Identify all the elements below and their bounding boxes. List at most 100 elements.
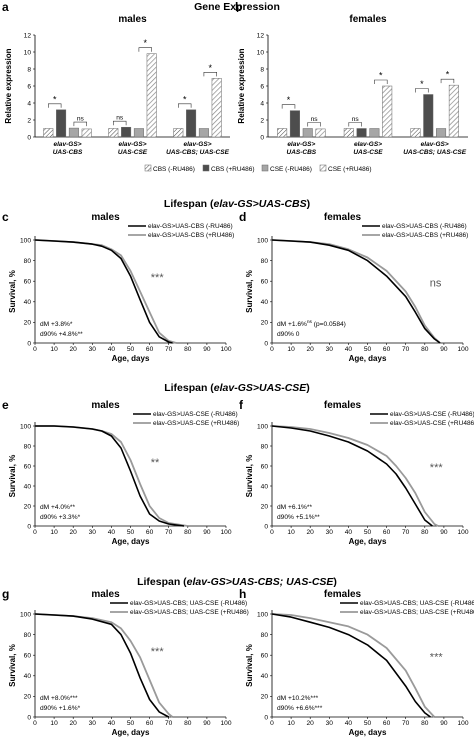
lifespan-section-title-cbs: Lifespan (elav-GS>UAS-CBS)	[164, 198, 310, 210]
x-axis-label: Age, days	[349, 354, 387, 363]
group-label-line2: UAS-CBS; UAS-CSE	[166, 149, 230, 156]
y-tick-label: 0	[264, 714, 268, 721]
legend-swatch	[144, 164, 152, 172]
x-tick-label: 50	[127, 346, 135, 353]
y-tick-label: 20	[24, 320, 32, 327]
x-tick-label: 10	[50, 720, 58, 727]
bar	[382, 85, 393, 138]
panel-title: females	[324, 589, 362, 600]
y-tick-label: 80	[24, 258, 32, 265]
gene-expression-title: Gene Expression	[194, 1, 280, 13]
y-tick-label: 60	[261, 463, 269, 470]
bar	[198, 128, 209, 138]
x-tick-label: 90	[203, 529, 211, 536]
max-lifespan-note: d90% +1.6%*	[40, 705, 81, 712]
significance-label: ns	[311, 116, 319, 123]
x-tick-label: 0	[270, 529, 274, 536]
significance-marker: ***	[151, 272, 165, 284]
y-tick-label: 12	[24, 32, 32, 39]
legend-label-minus: elav-GS>UAS-CBS; UAS-CSE (-RU486)	[130, 600, 247, 607]
max-lifespan-note: d90% +5.1%**	[277, 514, 320, 521]
y-tick-label: 0	[27, 523, 31, 530]
x-tick-label: 70	[165, 529, 173, 536]
y-tick-label: 40	[261, 299, 269, 306]
panel-label: c	[2, 210, 9, 224]
y-tick-label: 100	[20, 237, 31, 244]
y-axis-label: Relative expression	[237, 48, 246, 123]
legend-label: CBS (-RU486)	[153, 166, 195, 173]
y-tick-label: 6	[260, 83, 264, 90]
survival-curve-minus-ru486	[271, 425, 433, 527]
group-label-line1: elav-GS>	[53, 141, 81, 148]
legend-label-plus: elav-GS>UAS-CSE (+RU486)	[390, 420, 474, 427]
expression-panel-females: b females Relative expression 0 2 4 6 8 10 12 * ns e…	[235, 0, 468, 156]
y-axis-label: Survival, %	[8, 455, 17, 498]
survival-curve-minus-ru486	[34, 613, 170, 718]
x-tick-label: 20	[307, 720, 315, 727]
significance-bracket	[203, 72, 217, 77]
legend-label-plus: elav-GS>UAS-CSE (+RU486)	[153, 420, 239, 427]
x-tick-label: 40	[108, 346, 116, 353]
y-axis-label: Survival, %	[245, 455, 254, 498]
x-tick-label: 70	[402, 346, 410, 353]
significance-marker: ***	[430, 651, 444, 663]
y-tick-label: 100	[20, 611, 31, 618]
x-tick-label: 40	[345, 529, 353, 536]
y-tick-label: 60	[261, 279, 269, 286]
y-tick-label: 0	[27, 340, 31, 347]
group-label-line2: UAS-CSE	[118, 149, 148, 156]
y-tick-label: 0	[27, 134, 31, 141]
bar	[133, 128, 144, 138]
title-genotype: elav-GS>UAS-CBS; UAS-CSE	[187, 576, 335, 588]
survival-curve-plus-ru486	[35, 425, 188, 527]
significance-bracket	[415, 88, 429, 93]
x-axis-label: Age, days	[112, 537, 150, 546]
panel-title: males	[91, 589, 120, 600]
x-tick-label: 70	[165, 720, 173, 727]
y-axis-label: Relative expression	[4, 48, 13, 123]
significance-label: *	[209, 63, 213, 73]
x-tick-label: 50	[364, 720, 372, 727]
median-lifespan-note: dM +4.0%**	[40, 504, 75, 511]
x-tick-label: 0	[270, 346, 274, 353]
y-tick-label: 10	[257, 49, 265, 56]
panel-title: males	[91, 212, 120, 223]
x-tick-label: 50	[364, 529, 372, 536]
median-lifespan-note: dM +1.6%ns (p=0.0584)	[277, 320, 346, 328]
panel-label: a	[2, 0, 9, 14]
y-axis-label: Survival, %	[8, 644, 17, 687]
y-tick-label: 100	[257, 611, 268, 618]
bar	[343, 128, 354, 138]
y-tick-label: 12	[257, 32, 265, 39]
panel-title: females	[324, 400, 362, 411]
significance-bracket	[73, 121, 87, 127]
y-tick-label: 60	[24, 279, 32, 286]
lifespan-panel-d: d females 0 20 40 60 80 100 0 10 20 30 40 50 60 70 80 90 1…	[239, 210, 469, 363]
max-lifespan-note: d90% 0	[277, 331, 300, 338]
panel-label: f	[239, 398, 244, 412]
x-tick-label: 20	[70, 346, 78, 353]
survival-curve-minus-ru486	[271, 239, 441, 344]
significance-bracket	[307, 122, 321, 127]
x-tick-label: 40	[108, 720, 116, 727]
lifespan-panel-e: e males 0 20 40 60 80 100 0 10 20 30 40 50 60 70 80 90 100…	[2, 398, 239, 546]
expression-legend: CBS (-RU486) CBS (+RU486) CSE (-RU486) CSE …	[144, 164, 372, 173]
x-tick-label: 30	[326, 346, 334, 353]
significance-label: *	[446, 70, 450, 80]
y-tick-label: 20	[261, 320, 269, 327]
x-tick-label: 40	[345, 720, 353, 727]
legend-label: CSE (-RU486)	[270, 166, 312, 173]
y-tick-label: 80	[261, 258, 269, 265]
x-tick-label: 40	[108, 529, 116, 536]
x-tick-label: 100	[220, 346, 231, 353]
legend-label: CSE (+RU486)	[328, 166, 372, 173]
y-tick-label: 20	[24, 503, 32, 510]
y-tick-label: 4	[260, 100, 264, 107]
x-tick-label: 0	[33, 720, 37, 727]
bar	[68, 127, 79, 138]
x-tick-label: 80	[184, 529, 192, 536]
significance-bracket	[281, 104, 296, 109]
y-axis-label: Survival, %	[245, 644, 254, 687]
legend-label-plus: elav-GS>UAS-CBS (+RU486)	[382, 232, 468, 239]
